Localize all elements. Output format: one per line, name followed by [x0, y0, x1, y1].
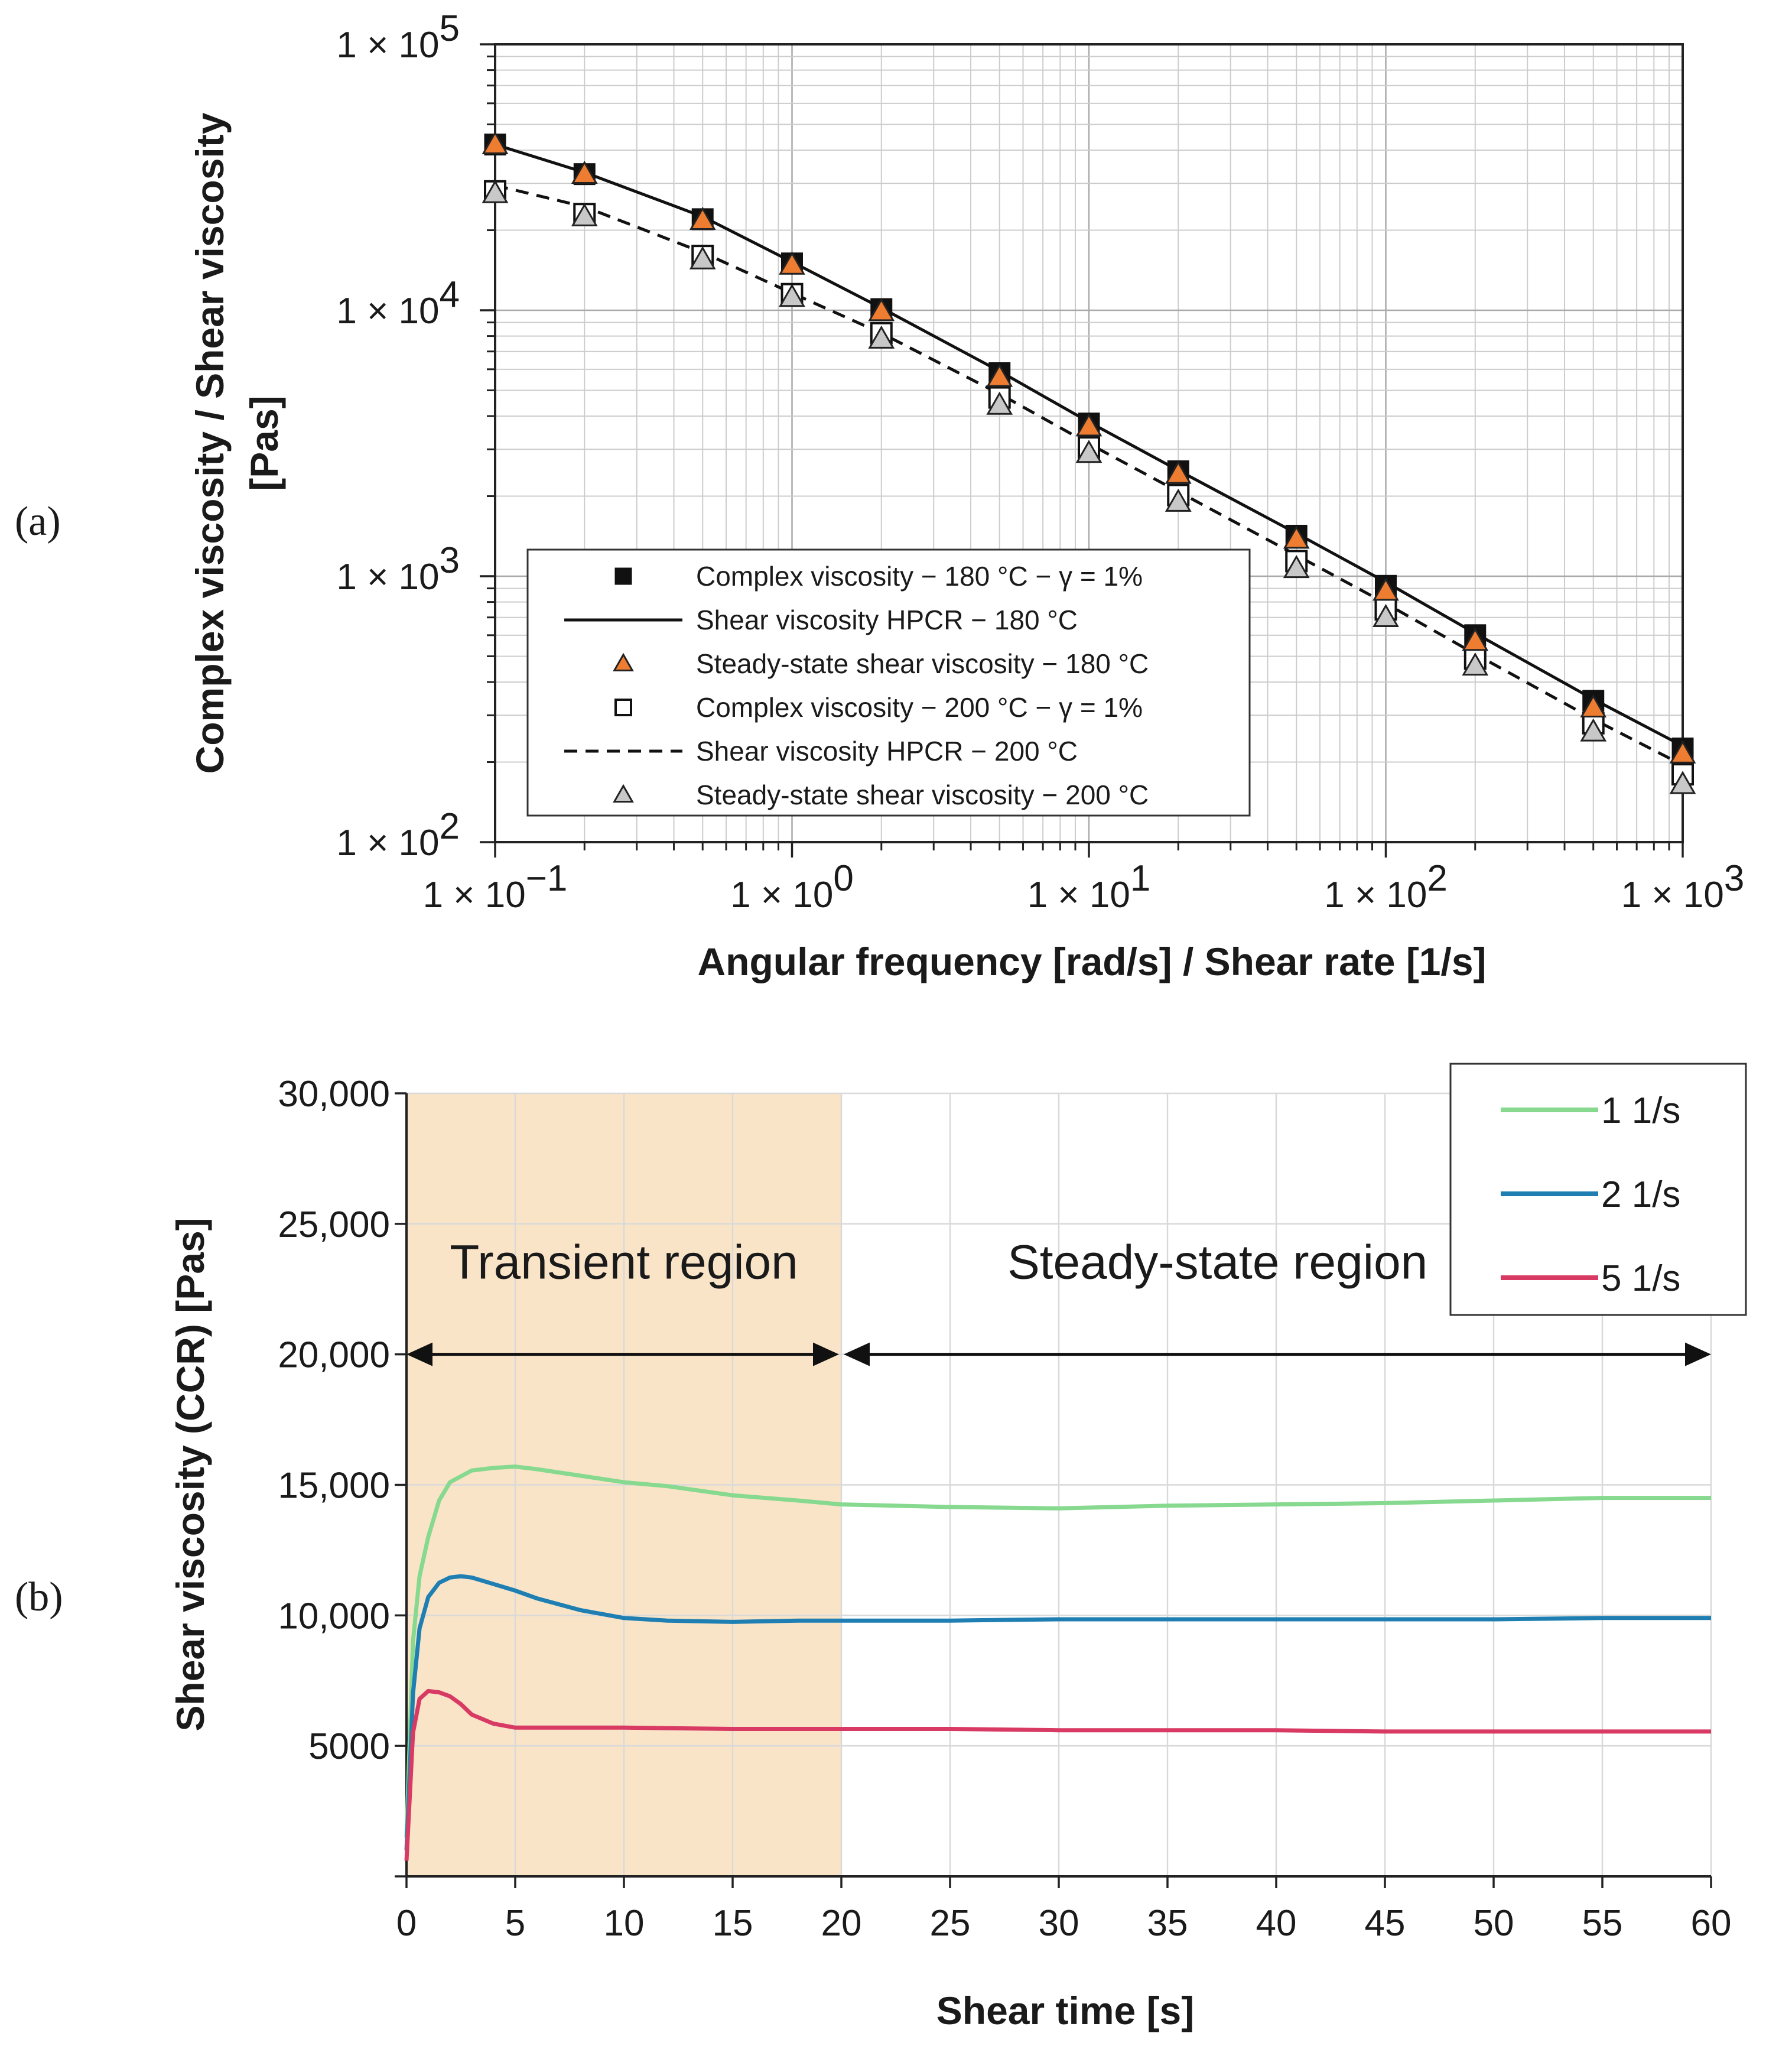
data-point-triangle-open	[1462, 652, 1489, 676]
data-point-triangle-open	[689, 246, 716, 269]
y-tick-label: 10,000	[278, 1596, 390, 1636]
data-point-triangle-filled	[1373, 577, 1399, 601]
legend-a-entry-label: Shear viscosity HPCR − 180 °C	[696, 605, 1078, 635]
data-point-triangle-filled	[1462, 628, 1489, 651]
x-tick-label: 45	[1365, 1903, 1406, 1944]
transient-region-label: Transient region	[450, 1236, 798, 1290]
data-point-triangle-open	[571, 203, 598, 226]
data-point-triangle-filled	[779, 251, 805, 275]
data-point-triangle-filled	[1075, 413, 1102, 437]
legend-a-marker-swatch	[613, 784, 634, 803]
panel-a: (a) 1 × 10−1 1 × 100 1 × 101 1 × 102 1 × 103…	[15, 8, 1744, 983]
data-point-triangle-filled	[1669, 740, 1696, 764]
data-point-triangle-filled	[689, 206, 716, 230]
legend-a-entry-label: Steady-state shear viscosity − 180 °C	[696, 648, 1149, 679]
panel-a-legend: Complex viscosity − 180 °C − γ = 1% Shear…	[526, 548, 1251, 817]
y-tick-label: 15,000	[278, 1466, 390, 1506]
data-point-triangle-filled	[1165, 460, 1192, 484]
panel-b-axes: 0 5 10 15 20 25 30 35 40 45 50 55 60 5000 10,000 15,000…	[278, 1074, 1731, 1944]
x-tick-label: 40	[1256, 1903, 1297, 1944]
data-point-triangle-open	[1165, 488, 1192, 512]
data-point-triangle-open	[1669, 771, 1696, 794]
legend-a-box	[526, 548, 1251, 817]
panel-b-x-axis-title: Shear time [s]	[936, 1989, 1194, 2032]
data-point-triangle-open	[1283, 554, 1310, 579]
y-tick-label: 5000	[308, 1726, 390, 1767]
legend-b-entry-label: 1 1/s	[1601, 1090, 1680, 1131]
x-tick-label: 50	[1474, 1903, 1514, 1944]
panel-b-region-annotations: Transient region Steady-state region	[406, 1236, 1711, 1366]
data-point-triangle-filled	[571, 160, 598, 184]
data-point-triangle-open	[986, 391, 1013, 415]
legend-a-entry-label: Shear viscosity HPCR − 200 °C	[696, 736, 1078, 767]
legend-b-entry-label: 2 1/s	[1601, 1174, 1680, 1215]
x-tick-label: 30	[1039, 1903, 1079, 1944]
steady-state-region-arrow-head-left	[844, 1342, 870, 1366]
legend-a-marker-swatch	[614, 699, 632, 716]
legend-a-marker-swatch	[614, 567, 632, 585]
panel-a-series	[482, 131, 1696, 794]
panel-b-label: (b)	[15, 1574, 63, 1620]
data-point-triangle-filled	[868, 298, 895, 321]
y-tick-label: 30,000	[278, 1074, 390, 1115]
data-point-triangle-open	[1075, 440, 1102, 463]
y-tick-label: 20,000	[278, 1335, 390, 1376]
panel-a-x-axis-title: Angular frequency [rad/s] / Shear rate […	[697, 940, 1486, 983]
x-tick-label: 25	[930, 1903, 971, 1944]
data-point-triangle-open	[868, 325, 895, 349]
data-point-triangle-open	[1580, 718, 1607, 742]
steady-state-region-arrow-head-right	[1685, 1342, 1711, 1366]
panel-a-y-axis-title: Complex viscosity / Shear viscosity	[188, 112, 232, 774]
series-line-3	[404, 1688, 1711, 1861]
data-point-triangle-open	[779, 284, 805, 307]
transient-region-arrow-head-left	[406, 1342, 432, 1366]
data-point-triangle-open	[1373, 603, 1399, 628]
x-tick-label: 15	[713, 1903, 753, 1944]
y-tick-label: 25,000	[278, 1204, 390, 1245]
transient-region-arrow-head-right	[813, 1342, 839, 1366]
legend-b-entry-label: 5 1/s	[1601, 1258, 1680, 1299]
legend-b-box	[1449, 1063, 1747, 1316]
data-point-triangle-filled	[1580, 694, 1607, 718]
legend-a-entry-label: Complex viscosity − 180 °C − γ = 1%	[696, 561, 1143, 592]
panel-b-series	[404, 1464, 1711, 1861]
data-point-triangle-open	[482, 180, 509, 203]
legend-a-entry-label: Steady-state shear viscosity − 200 °C	[696, 780, 1149, 810]
x-tick-label: 20	[821, 1903, 862, 1944]
data-point-triangle-filled	[482, 131, 509, 154]
x-tick-label: 0	[396, 1903, 417, 1944]
x-tick-label: 5	[505, 1903, 525, 1944]
x-tick-label: 35	[1147, 1903, 1188, 1944]
panel-a-y-axis-title-unit: [Pas]	[242, 395, 286, 491]
legend-a-entry-label: Complex viscosity − 200 °C − γ = 1%	[696, 692, 1143, 723]
x-tick-label: 10	[604, 1903, 645, 1944]
data-point-triangle-filled	[1283, 525, 1310, 549]
data-point-triangle-filled	[986, 363, 1013, 387]
panel-a-label: (a)	[15, 499, 61, 544]
panel-b-y-axis-title: Shear viscosity (CCR) [Pas]	[168, 1217, 212, 1731]
series-line-1	[404, 1464, 1711, 1837]
x-tick-label: 55	[1582, 1903, 1623, 1944]
panel-b: (b) 0 5 10 15 20 25 30 35 40 45 50 55 60 5000 10,000 15…	[15, 1063, 1747, 2032]
legend-a-marker-swatch	[613, 652, 634, 671]
series-line-2	[404, 1574, 1711, 1850]
panel-b-legend: 1 1/s 2 1/s 5 1/s	[1449, 1063, 1747, 1316]
x-tick-label: 60	[1691, 1903, 1732, 1944]
steady-state-region-label: Steady-state region	[1007, 1236, 1427, 1290]
